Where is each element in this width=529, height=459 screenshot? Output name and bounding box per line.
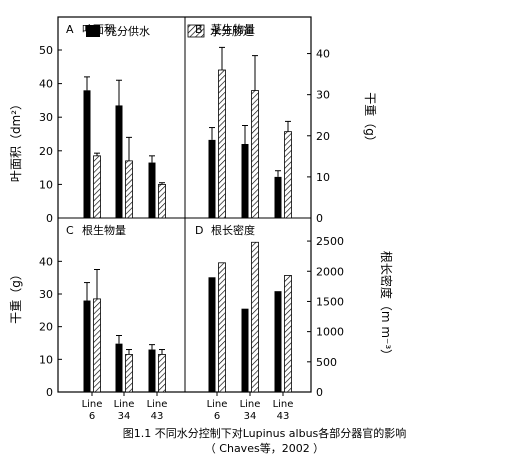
panel-a-title: 叶面积 bbox=[82, 23, 115, 36]
panel-d-xtick-label-line: Line bbox=[207, 399, 228, 410]
right-bottom-axis-label: 根长密度（m m⁻³） bbox=[379, 251, 394, 361]
panel-c-xtick-label-number: 34 bbox=[118, 411, 131, 422]
panel-a-bar-solid bbox=[115, 105, 123, 218]
panel-d-ytick-label: 2500 bbox=[316, 235, 344, 248]
panel-a-bar-hatched bbox=[158, 183, 166, 219]
panel-a-ytick-label: 50 bbox=[39, 44, 53, 57]
panel-d-bar-hatched bbox=[218, 262, 226, 393]
panel-c-title: 根生物量 bbox=[82, 223, 126, 237]
panel-b-bar-hatched bbox=[284, 131, 292, 219]
caption-line-2: （ Chaves等，2002 ） bbox=[204, 442, 325, 455]
panel-a-ytick-label: 20 bbox=[39, 145, 53, 158]
panel-d-ytick-label: 0 bbox=[316, 386, 323, 399]
panel-a-ytick-label: 30 bbox=[39, 111, 53, 124]
panel-d-xtick-label-number: 6 bbox=[214, 411, 220, 422]
legend-hatched-label: 水分胁迫 bbox=[210, 24, 254, 38]
panel-d-xtick-label-number: 34 bbox=[244, 411, 257, 422]
panel-d-ytick-label: 1500 bbox=[316, 295, 344, 308]
panel-b-ytick-label: 0 bbox=[316, 212, 323, 225]
panel-d-bar-solid bbox=[241, 308, 249, 392]
panel-c-ytick-label: 20 bbox=[39, 321, 53, 334]
panel-d-ytick-label: 1000 bbox=[316, 326, 344, 339]
panel-a-bar-solid bbox=[83, 90, 91, 218]
panel-b-bar-solid bbox=[274, 176, 282, 218]
panel-c-xtick-label-line: Line bbox=[147, 399, 168, 410]
panel-b-bar-hatched bbox=[251, 90, 259, 219]
panel-c-bar-hatched bbox=[93, 298, 101, 393]
panel-b-ytick-label: 10 bbox=[316, 171, 330, 184]
left-top-axis-label: 叶面积（dm²） bbox=[9, 98, 23, 182]
panel-b-title: 茎生物量 bbox=[211, 22, 255, 36]
panel-a-bar-solid bbox=[148, 162, 156, 218]
panel-a-bar-hatched bbox=[93, 155, 101, 219]
panel-c-xtick-label-number: 6 bbox=[89, 411, 95, 422]
panel-b-bar-hatched bbox=[218, 69, 226, 219]
panel-c-letter: C bbox=[66, 224, 74, 237]
panel-a-ytick-label: 40 bbox=[39, 78, 53, 91]
panel-c-ytick-label: 40 bbox=[39, 255, 53, 268]
legend-hatched-swatch bbox=[187, 24, 205, 38]
panel-d-bar-solid bbox=[208, 277, 216, 392]
panel-c-ytick-label: 0 bbox=[46, 386, 53, 399]
panels: A 叶面积 0 10 20 30 40 50 B 茎生物量 0 10 20 30 40 C 根生物量 0 10 20 3… bbox=[39, 22, 344, 422]
panel-a-ytick-label: 0 bbox=[46, 212, 53, 225]
panel-b-ytick-label: 30 bbox=[316, 89, 330, 102]
panel-c-bar-solid bbox=[115, 343, 123, 392]
panel-a-ytick-label: 10 bbox=[39, 178, 53, 191]
left-bottom-axis-label: 干重（g） bbox=[9, 268, 23, 324]
panel-d-xtick-label-line: Line bbox=[240, 399, 261, 410]
panel-b-ytick-label: 40 bbox=[316, 48, 330, 61]
panel-c-ytick-label: 30 bbox=[39, 288, 53, 301]
right-top-axis-label: 干重（g） bbox=[363, 92, 377, 148]
panel-a-bar-hatched bbox=[125, 160, 133, 219]
panel-d-bar-hatched bbox=[284, 275, 292, 393]
legend: 充分供水 水分胁迫 bbox=[86, 24, 254, 38]
panel-c-bar-hatched bbox=[125, 354, 133, 393]
panel-d-bar-hatched bbox=[251, 241, 259, 393]
panel-c-bar-hatched bbox=[158, 354, 166, 393]
panel-c-xtick-label-line: Line bbox=[82, 399, 103, 410]
panel-d-letter: D bbox=[195, 224, 203, 237]
legend-solid-swatch bbox=[86, 25, 100, 37]
panel-c-ytick-label: 10 bbox=[39, 353, 53, 366]
panel-b-bar-solid bbox=[241, 144, 249, 218]
panel-c-xtick-label-number: 43 bbox=[151, 411, 164, 422]
panel-d-xtick-label-line: Line bbox=[273, 399, 294, 410]
panel-d-title: 根长密度 bbox=[211, 223, 255, 237]
panel-d-ytick-label: 500 bbox=[316, 356, 337, 369]
panel-d-xtick-label-number: 43 bbox=[277, 411, 290, 422]
panel-a-letter: A bbox=[66, 23, 74, 36]
panel-c-xtick-label-line: Line bbox=[114, 399, 135, 410]
panel-b-ytick-label: 20 bbox=[316, 130, 330, 143]
panel-c-bar-solid bbox=[83, 300, 91, 392]
panel-c-bar-solid bbox=[148, 349, 156, 392]
caption-line-1: 图1.1 不同水分控制下对Lupinus albus各部分器官的影响 bbox=[122, 427, 407, 440]
panel-b-letter: B bbox=[195, 23, 203, 36]
panel-b-bar-solid bbox=[208, 139, 216, 218]
panel-d-ytick-label: 2000 bbox=[316, 265, 344, 278]
legend-solid-label: 充分供水 bbox=[106, 24, 150, 38]
panel-d-bar-solid bbox=[274, 291, 282, 392]
